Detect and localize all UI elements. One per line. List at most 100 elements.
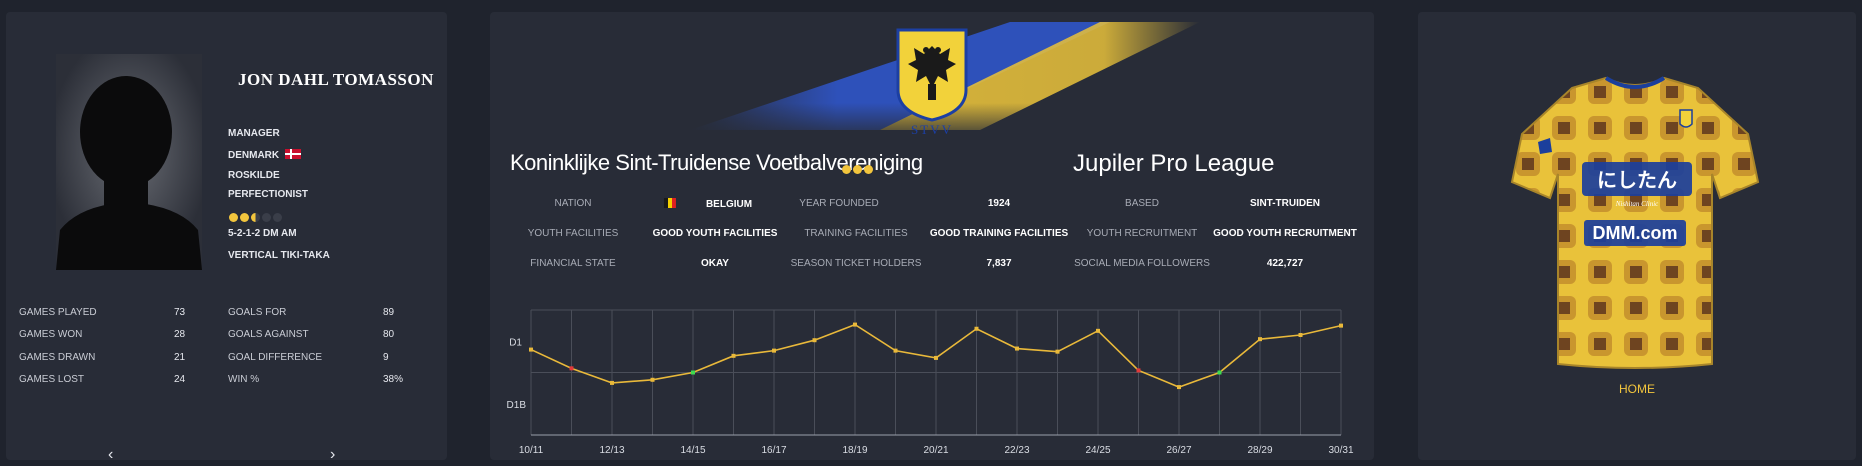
stat-label-goals-for: GOALS FOR: [228, 307, 287, 318]
info-label-training-facilities: TRAINING FACILITIES: [804, 228, 908, 239]
chart-x-tick-label: 14/15: [680, 445, 705, 456]
info-value-training-facilities: GOOD TRAINING FACILITIES: [929, 228, 1069, 239]
manager-name: JON DAHL TOMASSON: [238, 70, 434, 89]
stat-label-win-percent: WIN %: [228, 374, 260, 385]
chart-data-point: [1177, 385, 1181, 390]
stat-value-win-percent: 38%: [383, 374, 404, 385]
info-value-social-media-followers: 422,727: [1266, 258, 1304, 269]
club-panel: STVV Koninklijke Sint-Truidense Voetbalv…: [490, 12, 1374, 460]
previous-arrow-button[interactable]: ‹: [108, 446, 114, 463]
info-value-nation: BELGIUM: [663, 198, 752, 210]
manager-style: VERTICAL TIKI-TAKA: [228, 250, 330, 261]
stat-label-games-won: GAMES WON: [19, 329, 83, 340]
next-arrow-button[interactable]: ›: [330, 446, 336, 463]
manager-hometown: ROSKILDE: [228, 170, 280, 181]
kit-sponsor-sub: Nishitan Clinic: [1615, 200, 1659, 208]
manager-formation: 5-2-1-2 DM AM: [228, 228, 297, 239]
stat-label-games-drawn: GAMES DRAWN: [19, 352, 96, 363]
rating-star-icon: [273, 213, 282, 222]
stat-value-goals-for: 89: [383, 307, 395, 318]
chart-data-point: [974, 326, 979, 331]
chart-data-point: [610, 380, 614, 385]
chart-data-point: [1055, 349, 1060, 354]
chart-data-point: [650, 377, 655, 382]
manager-role: MANAGER: [228, 128, 280, 139]
kit-sleeve-logo-icon: [1538, 138, 1552, 154]
stat-value-games-lost: 24: [174, 374, 186, 385]
info-label-youth-recruitment: YOUTH RECRUITMENT: [1086, 228, 1198, 239]
crest-lettering: STVV: [911, 122, 953, 137]
info-value-financial-state: OKAY: [701, 258, 729, 269]
denmark-flag-icon: [285, 149, 302, 159]
chart-data-point: [1258, 337, 1262, 342]
stat-value-goal-difference: 9: [383, 352, 389, 363]
manager-nationality: DENMARK: [228, 150, 280, 161]
manager-panel: JON DAHL TOMASSON MANAGER DENMARK ROSKIL…: [6, 12, 447, 463]
chart-data-point: [934, 355, 938, 360]
reputation-star-icon: [842, 165, 851, 174]
chart-data-point: [529, 347, 533, 352]
manager-photo: [56, 54, 202, 270]
chart-x-tick-label: 26/27: [1166, 445, 1191, 456]
info-value-season-ticket-holders: 7,837: [986, 258, 1012, 269]
info-value-based: SINT-TRUIDEN: [1250, 198, 1320, 209]
rating-star-icon: [240, 213, 249, 222]
chart-data-point: [731, 353, 736, 358]
chart-x-tick-label: 16/17: [761, 445, 786, 456]
info-value-youth-facilities: GOOD YOUTH FACILITIES: [652, 228, 778, 239]
stat-label-goals-against: GOALS AGAINST: [228, 329, 309, 340]
stat-value-games-won: 28: [174, 329, 186, 340]
reputation-star-icon: [853, 165, 862, 174]
manager-rating-stars: [229, 209, 284, 227]
rating-star-icon: [229, 213, 238, 222]
chart-data-point: [1339, 323, 1343, 328]
stat-label-games-lost: GAMES LOST: [19, 374, 85, 385]
stat-value-games-played: 73: [174, 307, 186, 318]
manager-nationality-row: DENMARK: [228, 149, 302, 161]
chart-x-tick-label: 18/19: [842, 445, 867, 456]
chart-data-point-relegated: [569, 366, 574, 371]
league-name: Jupiler Pro League: [1073, 150, 1275, 177]
club-crest-logo: STVV: [896, 28, 968, 137]
stat-label-goal-difference: GOAL DIFFERENCE: [228, 352, 323, 363]
chart-data-point-relegated: [1136, 368, 1141, 373]
kit-sponsor-main: DMM.com: [1593, 223, 1678, 243]
chart-x-tick-label: 24/25: [1085, 445, 1110, 456]
chart-data-point: [772, 348, 776, 353]
stat-label-games-played: GAMES PLAYED: [19, 307, 97, 318]
chart-data-point: [812, 338, 817, 343]
info-label-financial-state: FINANCIAL STATE: [530, 258, 616, 269]
stat-value-games-drawn: 21: [174, 352, 186, 363]
manager-personality: PERFECTIONIST: [228, 189, 309, 200]
kit-sponsor-top: にしたん: [1597, 168, 1677, 192]
chart-x-tick-label: 20/21: [923, 445, 948, 456]
chart-y-tick-label: D1: [509, 337, 522, 348]
chart-data-point-promoted: [691, 370, 695, 375]
chart-data-point: [893, 348, 898, 353]
chart-y-tick-label: D1B: [507, 400, 527, 411]
info-label-social-media-followers: SOCIAL MEDIA FOLLOWERS: [1074, 258, 1210, 269]
rating-star-icon: [251, 213, 260, 222]
chart-x-tick-label: 12/13: [599, 445, 624, 456]
reputation-star-icon: [864, 165, 873, 174]
club-reputation-stars: [842, 161, 875, 179]
info-value-year-founded: 1924: [987, 198, 1011, 209]
kit-panel: にしたん Nishitan Clinic DMM.com HOME: [1418, 12, 1856, 460]
info-label-youth-facilities: YOUTH FACILITIES: [527, 228, 619, 239]
chart-x-tick-label: 10/11: [519, 445, 544, 456]
league-history-chart: D1 D1B 10/11 12/13 14/15 16/17 18/19 20/21 22/23…: [507, 309, 1354, 456]
belgium-flag-icon: [663, 198, 676, 208]
chart-data-point: [1096, 328, 1100, 333]
chart-data-point: [1298, 333, 1303, 337]
chart-data-point: [853, 322, 857, 327]
rating-star-icon: [262, 213, 271, 222]
kit-label: HOME: [1619, 382, 1655, 396]
info-label-based: BASED: [1125, 198, 1159, 209]
stat-value-goals-against: 80: [383, 329, 395, 340]
info-label-nation: NATION: [554, 198, 592, 209]
info-value-youth-recruitment: GOOD YOUTH RECRUITMENT: [1213, 228, 1357, 239]
chart-x-tick-label: 22/23: [1004, 445, 1029, 456]
home-kit-shirt-image[interactable]: にしたん Nishitan Clinic DMM.com: [1510, 74, 1760, 372]
chart-data-point-promoted: [1217, 370, 1222, 375]
kit-crest-icon: [1679, 109, 1693, 128]
